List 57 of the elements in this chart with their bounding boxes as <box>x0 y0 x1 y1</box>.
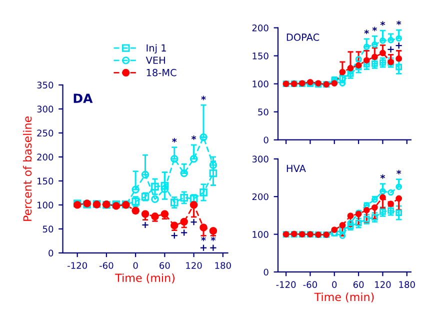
x-axis-title: Time (min) <box>314 292 374 302</box>
x-tick-label: -120 <box>276 281 296 288</box>
y-tick-label: 200 <box>252 193 268 200</box>
legend-label: 18-MC <box>146 68 176 76</box>
annotation: + <box>396 42 402 49</box>
annotation: + <box>142 222 148 228</box>
annotation: * <box>191 136 196 140</box>
annotation: * <box>380 21 386 26</box>
y-tick-label: 0 <box>264 268 268 276</box>
legend-label: VEH <box>146 56 165 64</box>
annotation: * <box>201 96 206 100</box>
x-axis-title: Time (min) <box>115 273 174 284</box>
y-tick-label: 100 <box>252 80 268 88</box>
y-tick-label: 150 <box>252 52 268 60</box>
chart-title: DOPAC <box>286 34 320 41</box>
x-tick-label: -120 <box>68 262 87 269</box>
y-tick-label: 50 <box>258 108 268 116</box>
y-tick-label: 100 <box>38 202 54 208</box>
x-tick-label: 120 <box>375 281 391 288</box>
y-tick-label: 250 <box>37 130 54 136</box>
x-tick-label: 180 <box>399 281 415 288</box>
y-axis-title: Percent of baseline <box>22 116 32 221</box>
y-tick-label: 50 <box>42 226 54 232</box>
legend-label: Inj 1 <box>146 44 166 54</box>
y-tick-label: 300 <box>252 156 268 162</box>
x-tick-label: -60 <box>100 262 114 269</box>
annotation: * <box>380 174 386 179</box>
x-tick-label: 60 <box>353 281 364 288</box>
annotation: * <box>372 26 378 32</box>
annotation: + <box>210 244 216 251</box>
annotation: + <box>190 219 197 226</box>
annotation: + <box>181 230 188 236</box>
x-tick-label: 180 <box>215 262 231 269</box>
y-tick-label: 0 <box>264 136 268 144</box>
y-tick-label: 0 <box>48 250 54 256</box>
annotation: + <box>171 232 178 239</box>
y-tick-label: 350 <box>37 82 54 89</box>
chart-title: HVA <box>286 164 306 172</box>
annotation: + <box>388 46 394 52</box>
x-tick-label: 0 <box>332 281 337 288</box>
annotation: * <box>172 138 177 142</box>
y-tick-label: 150 <box>38 178 54 184</box>
y-tick-label: 200 <box>252 24 268 32</box>
y-tick-label: 200 <box>37 154 54 160</box>
x-tick-label: 0 <box>133 262 138 269</box>
y-tick-label: 300 <box>37 106 54 112</box>
x-tick-label: -60 <box>303 281 317 288</box>
annotation: * <box>210 236 216 242</box>
annotation: * <box>396 170 402 174</box>
annotation: * <box>396 20 402 26</box>
text: DA <box>74 94 93 103</box>
x-tick-label: 60 <box>160 262 170 269</box>
annotation: * <box>201 236 206 242</box>
annotation: * <box>364 30 369 34</box>
y-tick-label: 100 <box>252 231 268 238</box>
annotation: + <box>200 244 207 251</box>
x-tick-label: 120 <box>186 262 202 269</box>
